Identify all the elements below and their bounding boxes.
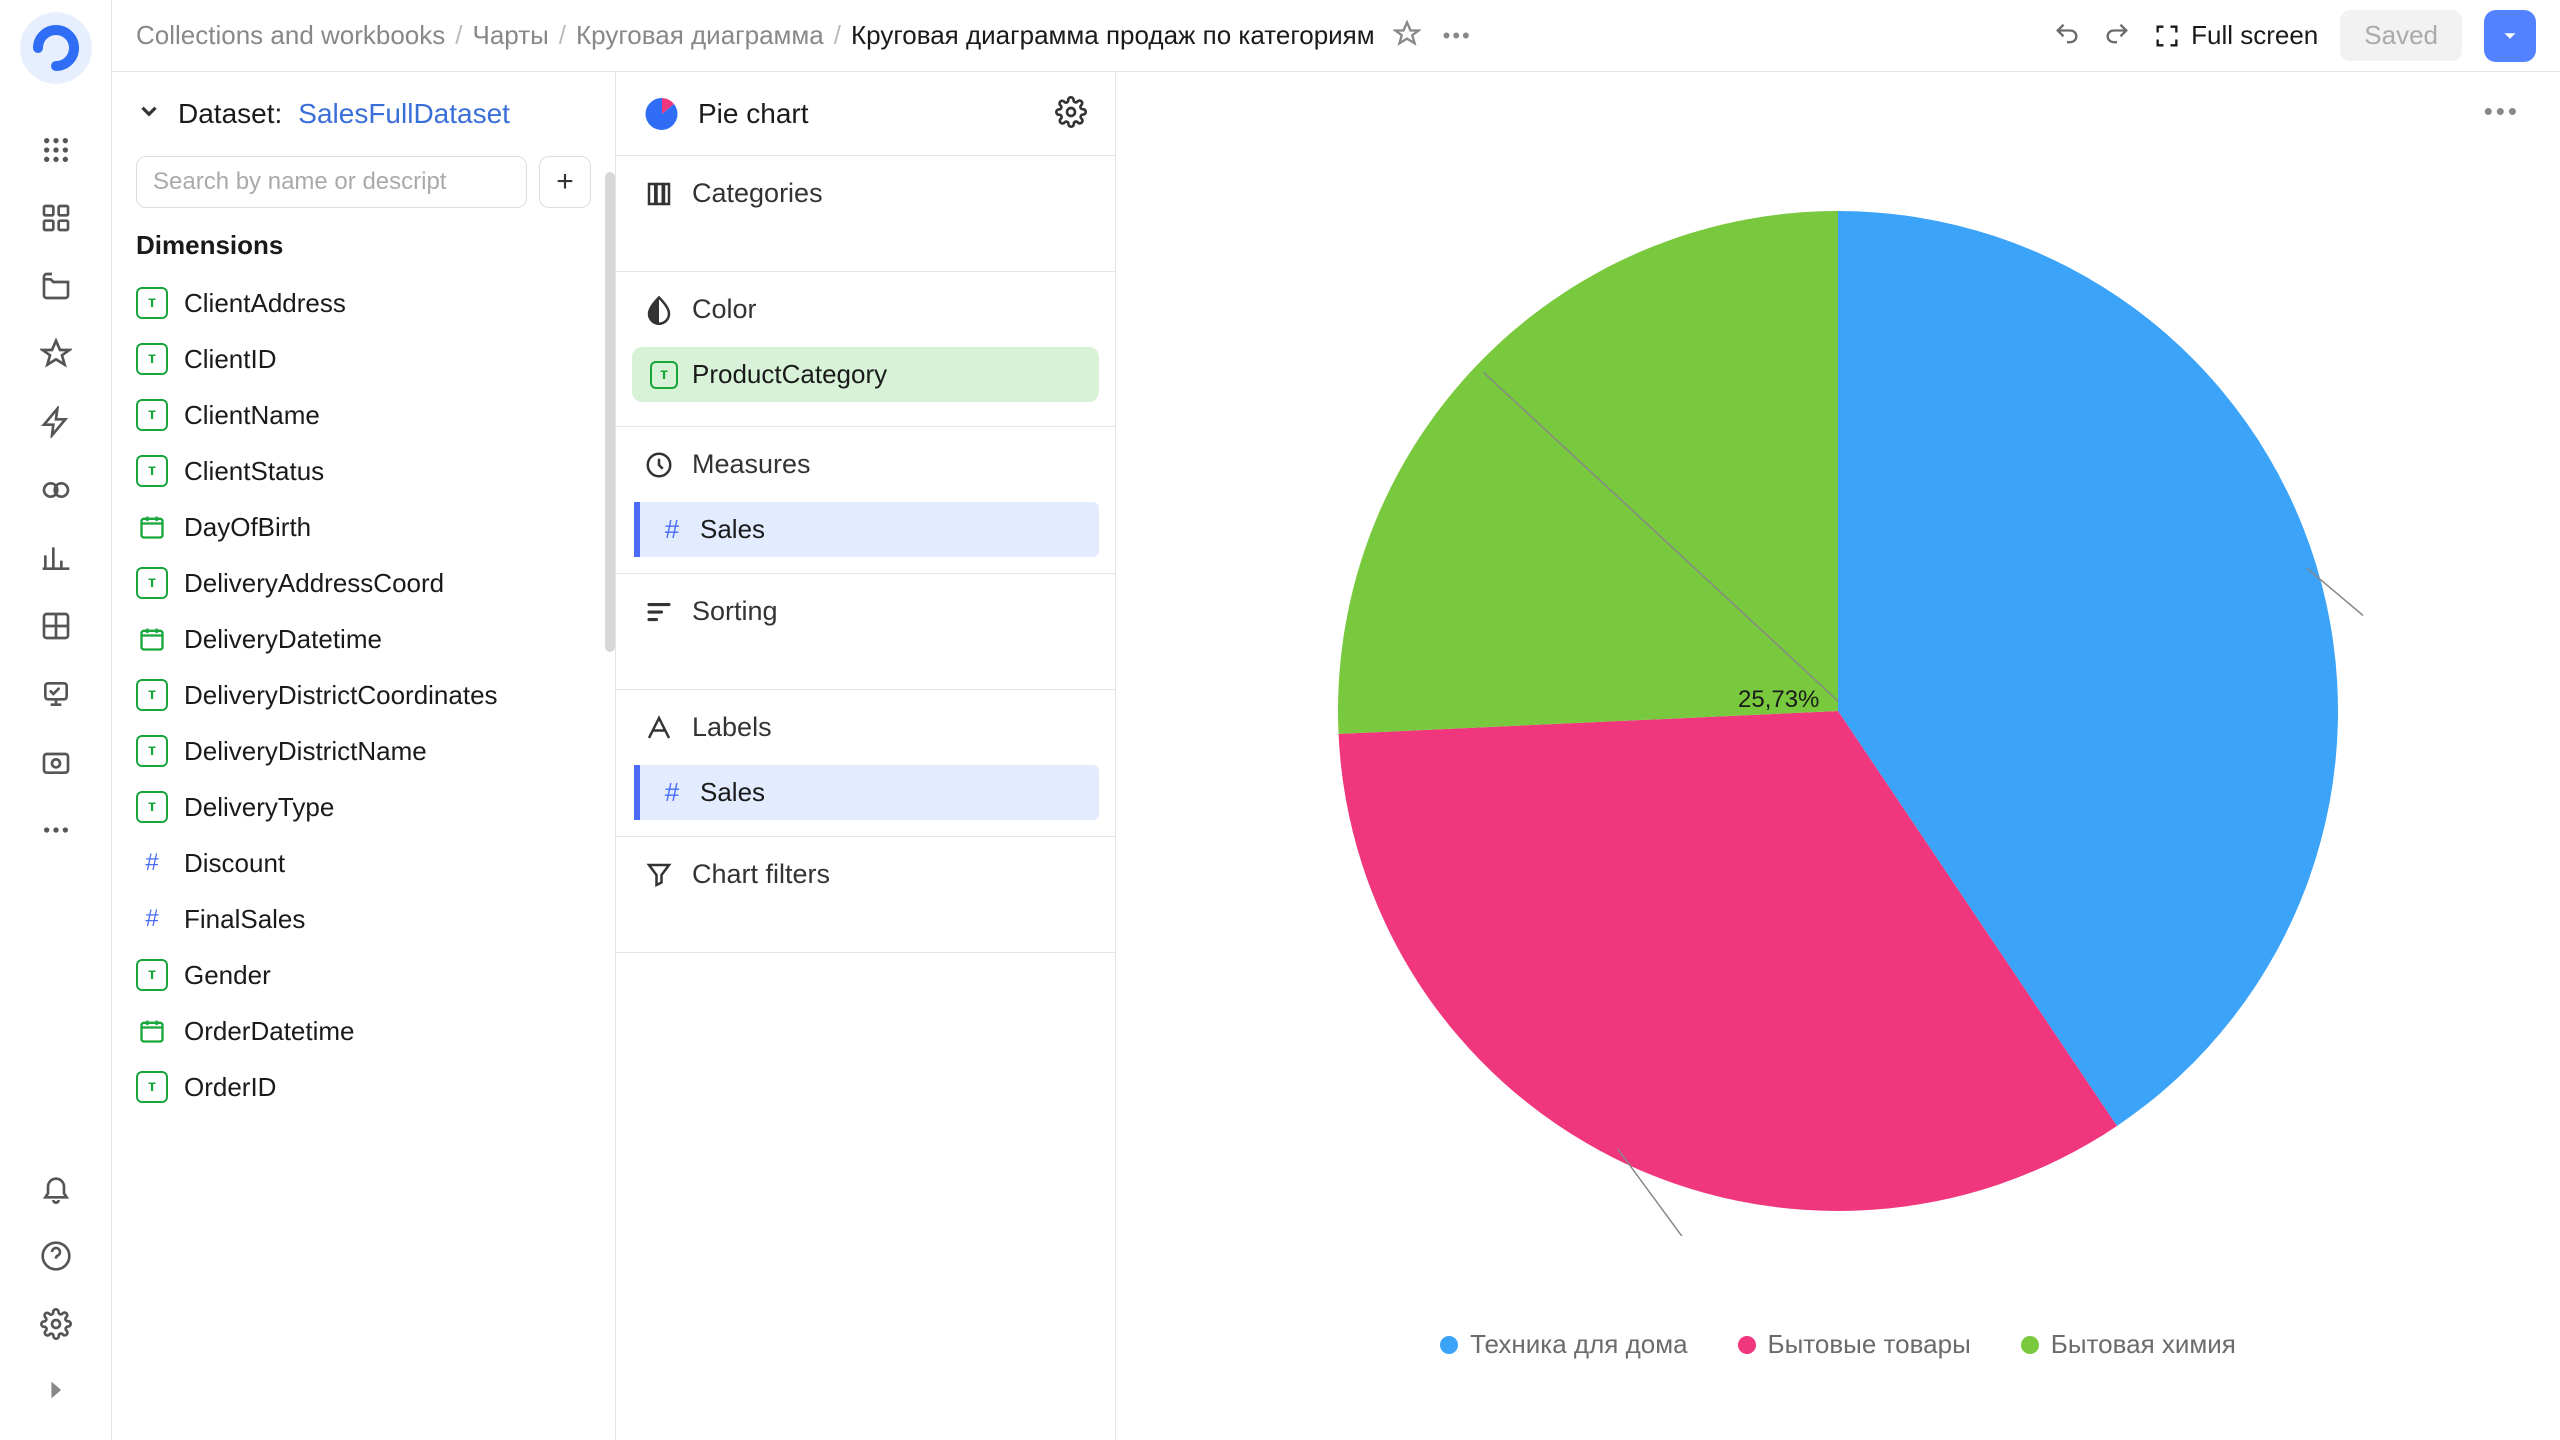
legend-dot-icon bbox=[2021, 1336, 2039, 1354]
filters-section[interactable]: Chart filters bbox=[616, 837, 1115, 912]
widgets-icon[interactable] bbox=[34, 604, 78, 648]
dataset-label: Dataset: bbox=[178, 98, 282, 130]
number-type-icon: # bbox=[658, 514, 686, 545]
date-type-icon bbox=[136, 511, 168, 543]
breadcrumb: Collections and workbooks / Чарты / Круг… bbox=[136, 20, 1375, 51]
text-type-icon: т bbox=[136, 455, 168, 487]
text-type-icon: т bbox=[136, 791, 168, 823]
connections-icon[interactable] bbox=[34, 400, 78, 444]
apps-icon[interactable] bbox=[34, 128, 78, 172]
dimensions-heading: Dimensions bbox=[112, 226, 615, 275]
navigation-rail bbox=[0, 0, 112, 1440]
favorite-icon[interactable] bbox=[1393, 20, 1421, 51]
field-item[interactable]: тDeliveryDistrictCoordinates bbox=[112, 667, 615, 723]
field-item[interactable]: тDeliveryAddressCoord bbox=[112, 555, 615, 611]
expand-rail-icon[interactable] bbox=[36, 1370, 76, 1410]
sorting-section[interactable]: Sorting bbox=[616, 574, 1115, 649]
categories-section[interactable]: Categories bbox=[616, 156, 1115, 231]
datasets-icon[interactable] bbox=[34, 468, 78, 512]
labels-field-chip[interactable]: # Sales bbox=[634, 765, 1099, 820]
breadcrumb-item[interactable]: Collections and workbooks bbox=[136, 20, 445, 51]
config-panel: Pie chart Categories Color bbox=[616, 72, 1116, 1440]
color-field-chip[interactable]: т ProductCategory bbox=[632, 347, 1099, 402]
field-item[interactable]: #FinalSales bbox=[112, 891, 615, 947]
field-item[interactable]: тDeliveryType bbox=[112, 779, 615, 835]
number-type-icon: # bbox=[136, 847, 168, 879]
charts-icon[interactable] bbox=[34, 536, 78, 580]
undo-icon[interactable] bbox=[2053, 20, 2081, 51]
dataset-panel: Dataset: SalesFullDataset + Dimensions т… bbox=[112, 72, 616, 1440]
chart-legend: Техника для дома Бытовые товары Бытовая хи… bbox=[1156, 1309, 2520, 1400]
breadcrumb-item[interactable]: Чарты bbox=[473, 20, 549, 51]
text-type-icon: т bbox=[136, 735, 168, 767]
text-type-icon: т bbox=[650, 361, 678, 389]
chart-type-label[interactable]: Pie chart bbox=[698, 98, 1037, 130]
text-type-icon: т bbox=[136, 399, 168, 431]
settings-icon[interactable] bbox=[34, 1302, 78, 1346]
text-type-icon: т bbox=[136, 287, 168, 319]
dashboards-icon[interactable] bbox=[34, 196, 78, 240]
text-type-icon: т bbox=[136, 679, 168, 711]
measures-field-chip[interactable]: # Sales bbox=[634, 502, 1099, 557]
dataset-name[interactable]: SalesFullDataset bbox=[298, 98, 510, 130]
breadcrumb-item[interactable]: Круговая диаграмма bbox=[576, 20, 824, 51]
favorites-icon[interactable] bbox=[34, 332, 78, 376]
dataset-chevron-icon[interactable] bbox=[136, 98, 162, 131]
top-bar: Collections and workbooks / Чарты / Круг… bbox=[112, 0, 2560, 72]
field-item[interactable]: DeliveryDatetime bbox=[112, 611, 615, 667]
collections-icon[interactable] bbox=[34, 264, 78, 308]
field-item[interactable]: тClientName bbox=[112, 387, 615, 443]
legend-dot-icon bbox=[1440, 1336, 1458, 1354]
legend-dot-icon bbox=[1738, 1336, 1756, 1354]
text-type-icon: т bbox=[136, 343, 168, 375]
chart-settings-icon[interactable] bbox=[1055, 96, 1087, 131]
chart-area: ••• 40,58%33,69%25,73% Техника для домаБ… bbox=[1116, 72, 2560, 1440]
field-item[interactable]: тClientStatus bbox=[112, 443, 615, 499]
color-section[interactable]: Color bbox=[616, 272, 1115, 347]
field-item[interactable]: тClientAddress bbox=[112, 275, 615, 331]
pie-slice[interactable] bbox=[1338, 211, 1838, 734]
field-list: тClientAddressтClientIDтClientNameтClien… bbox=[112, 275, 615, 1440]
help-icon[interactable] bbox=[34, 1234, 78, 1278]
breadcrumb-current: Круговая диаграмма продаж по категориям bbox=[851, 20, 1375, 51]
field-item[interactable]: тClientID bbox=[112, 331, 615, 387]
run-button[interactable] bbox=[2484, 10, 2536, 62]
date-type-icon bbox=[136, 623, 168, 655]
date-type-icon bbox=[136, 1015, 168, 1047]
legend-item[interactable]: Бытовые товары bbox=[1738, 1329, 1971, 1360]
text-type-icon: т bbox=[136, 567, 168, 599]
pie-chart: 40,58%33,69%25,73% bbox=[1313, 186, 2363, 1236]
legend-item[interactable]: Техника для дома bbox=[1440, 1329, 1687, 1360]
pie-slice-label: 25,73% bbox=[1738, 686, 1819, 714]
scrollbar[interactable] bbox=[605, 172, 615, 652]
field-item[interactable]: OrderDatetime bbox=[112, 1003, 615, 1059]
notifications-icon[interactable] bbox=[34, 1166, 78, 1210]
app-logo[interactable] bbox=[20, 12, 92, 84]
text-type-icon: т bbox=[136, 959, 168, 991]
pie-chart-icon bbox=[644, 96, 680, 132]
measures-section[interactable]: Measures bbox=[616, 427, 1115, 502]
field-item[interactable]: тGender bbox=[112, 947, 615, 1003]
fullscreen-button[interactable]: Full screen bbox=[2153, 20, 2318, 51]
more-actions-icon[interactable]: ••• bbox=[1443, 23, 1472, 49]
field-item[interactable]: тDeliveryDistrictName bbox=[112, 723, 615, 779]
search-input[interactable] bbox=[136, 156, 527, 208]
redo-icon[interactable] bbox=[2103, 20, 2131, 51]
more-icon[interactable] bbox=[34, 808, 78, 852]
add-field-button[interactable]: + bbox=[539, 156, 591, 208]
field-item[interactable]: DayOfBirth bbox=[112, 499, 615, 555]
labels-section[interactable]: Labels bbox=[616, 690, 1115, 765]
number-type-icon: # bbox=[136, 903, 168, 935]
saved-button: Saved bbox=[2340, 10, 2462, 61]
field-item[interactable]: #Discount bbox=[112, 835, 615, 891]
field-item[interactable]: тOrderID bbox=[112, 1059, 615, 1115]
number-type-icon: # bbox=[658, 777, 686, 808]
reports-icon[interactable] bbox=[34, 672, 78, 716]
text-type-icon: т bbox=[136, 1071, 168, 1103]
files-icon[interactable] bbox=[34, 740, 78, 784]
legend-item[interactable]: Бытовая химия bbox=[2021, 1329, 2236, 1360]
